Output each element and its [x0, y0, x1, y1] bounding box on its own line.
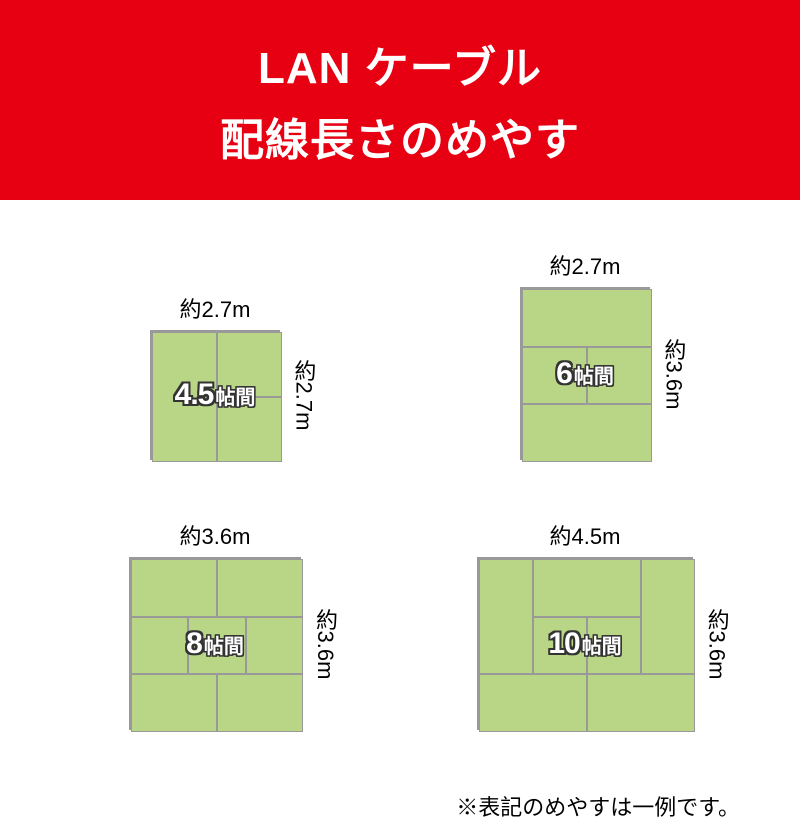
room-r8: 8帖間約3.6m約3.6m [129, 557, 302, 730]
room-r45: 4.5帖間約2.7m約2.7m [150, 330, 280, 460]
header-line-1: LAN ケーブル [258, 32, 542, 96]
room-width-label: 約2.7m [550, 249, 621, 281]
room-r10: 10帖間約4.5m約3.6m [477, 557, 693, 730]
room-size-label: 10帖間 [548, 627, 621, 661]
tatami-mat [479, 559, 533, 674]
tatami-mat [533, 559, 641, 617]
tatami-layout: 8帖間約3.6m約3.6m [129, 557, 302, 730]
room-unit: 帖間 [204, 636, 244, 658]
room-size-label: 6帖間 [556, 357, 614, 391]
room-size-label: 4.5帖間 [175, 378, 256, 412]
header-line-2: 配線長さのめやす [220, 104, 580, 168]
tatami-mat [522, 289, 652, 347]
room-height-label: 約2.7m [287, 360, 319, 431]
tatami-mat [217, 559, 303, 617]
room-unit: 帖間 [582, 636, 622, 658]
tatami-mat [522, 404, 652, 462]
room-size-label: 8帖間 [186, 627, 244, 661]
room-unit: 帖間 [215, 387, 255, 409]
room-unit: 帖間 [574, 366, 614, 388]
room-width-label: 約2.7m [180, 292, 251, 324]
tatami-layout: 4.5帖間約2.7m約2.7m [150, 330, 280, 460]
room-width-label: 約4.5m [550, 519, 621, 551]
tatami-mat [479, 674, 587, 732]
room-number: 4.5 [175, 378, 214, 411]
room-height-label: 約3.6m [701, 608, 733, 679]
tatami-mat [131, 617, 189, 675]
tatami-mat [131, 674, 217, 732]
room-number: 6 [556, 357, 572, 390]
room-number: 10 [548, 627, 579, 660]
tatami-mat [587, 674, 695, 732]
room-grid: 4.5帖間約2.7m約2.7m6帖間約2.7m約3.6m8帖間約3.6m約3.6… [0, 200, 800, 750]
room-height-label: 約3.6m [657, 338, 689, 409]
tatami-mat [641, 559, 695, 674]
room-width-label: 約3.6m [180, 519, 251, 551]
room-number: 8 [186, 627, 202, 660]
tatami-mat [131, 559, 217, 617]
footnote-text: ※表記のめやすは一例です。 [0, 750, 800, 822]
tatami-layout: 6帖間約2.7m約3.6m [520, 287, 650, 460]
tatami-mat [217, 674, 303, 732]
header-banner: LAN ケーブル 配線長さのめやす [0, 0, 800, 200]
tatami-mat [246, 617, 304, 675]
tatami-layout: 10帖間約4.5m約3.6m [477, 557, 693, 730]
room-r6: 6帖間約2.7m約3.6m [520, 287, 650, 460]
room-height-label: 約3.6m [309, 608, 341, 679]
